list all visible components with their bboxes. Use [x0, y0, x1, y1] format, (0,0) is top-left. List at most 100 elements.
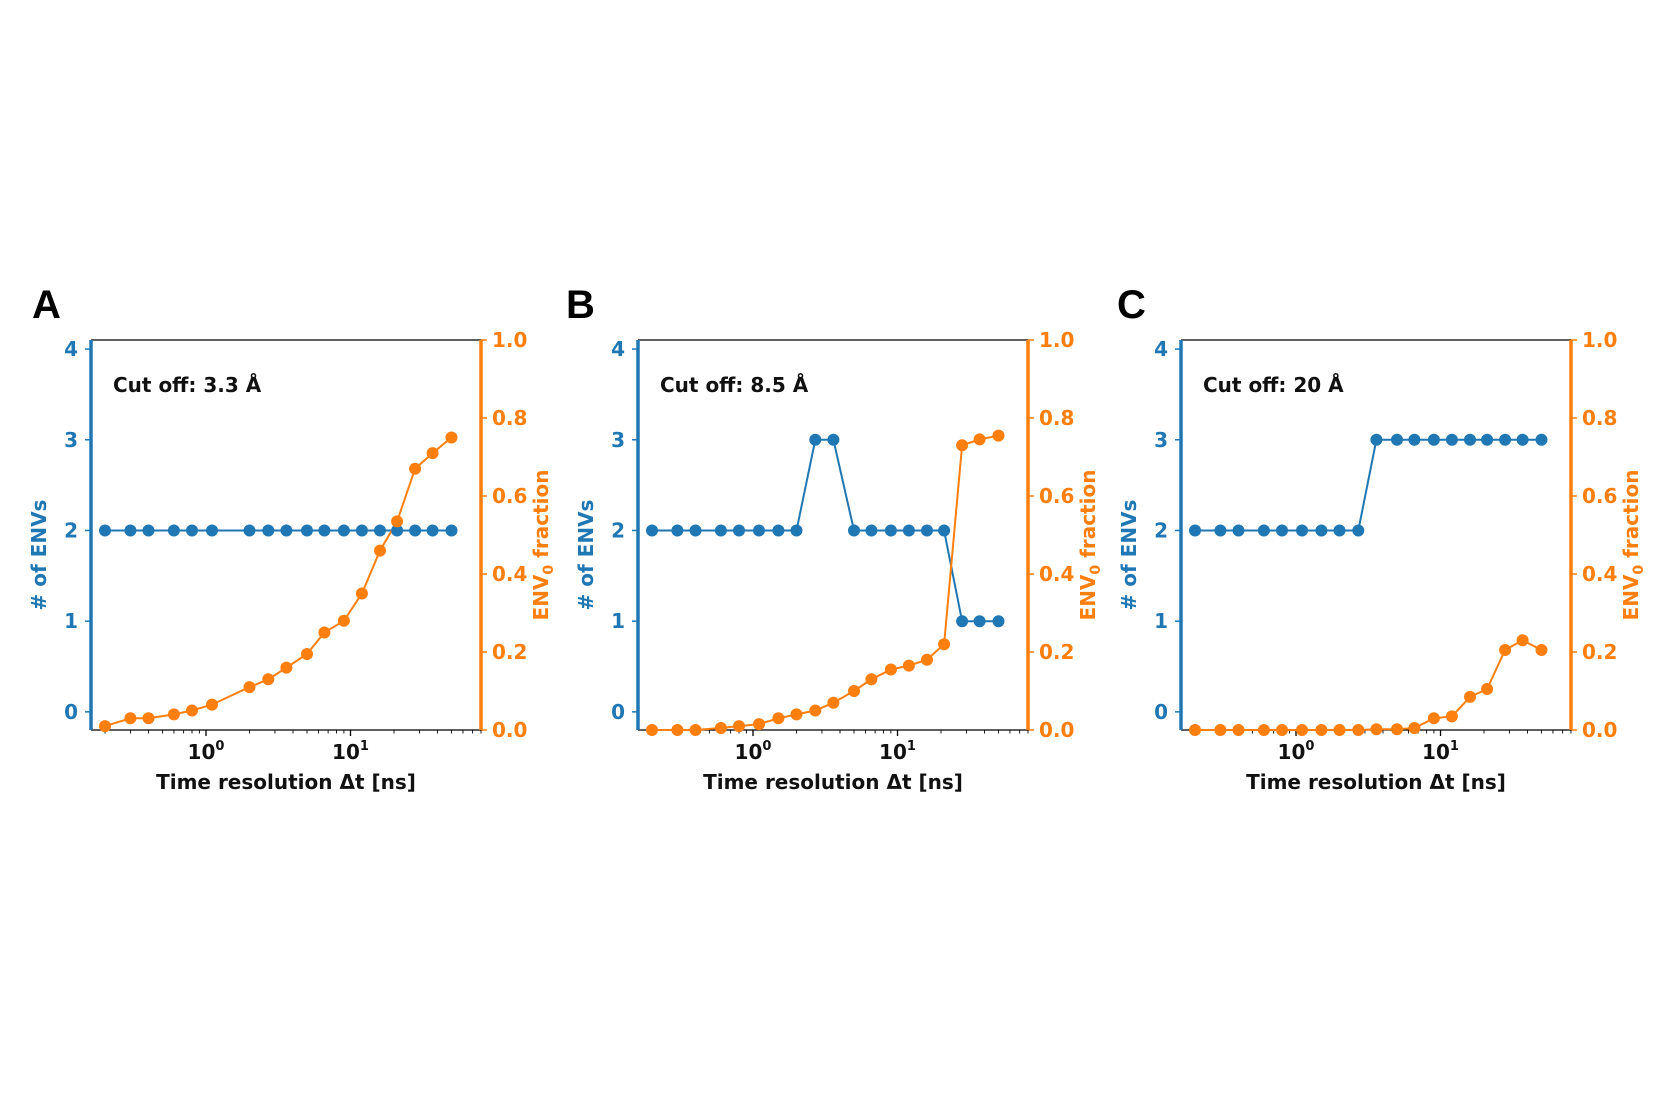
env0-fraction-point	[921, 653, 933, 666]
envs-count-point	[301, 524, 313, 537]
right-y-label-subscript: 0	[1631, 565, 1647, 575]
envs-count-point	[1352, 524, 1365, 537]
x-tick-label: 100	[188, 739, 225, 764]
envs-count-point	[167, 524, 180, 537]
right-tick-label: 0.2	[492, 640, 527, 664]
x-tick-base: 10	[188, 740, 216, 764]
env0-fraction-point	[1352, 724, 1365, 736]
env0-fraction-point	[809, 704, 822, 717]
env0-fraction-point	[671, 724, 684, 736]
env0-fraction-point	[445, 431, 458, 444]
right-y-label-suffix: fraction	[1619, 470, 1643, 565]
env0-fraction-point	[243, 681, 256, 694]
env0-fraction-point	[301, 648, 313, 660]
envs-count-point	[689, 524, 702, 537]
right-tick-label: 0.6	[1039, 484, 1074, 508]
right-y-label-suffix: fraction	[1076, 470, 1100, 565]
right-tick-label: 0.6	[492, 484, 527, 508]
envs-count-point	[1276, 524, 1288, 537]
right-tick-label: 0.6	[1582, 484, 1617, 508]
envs-count-point	[391, 524, 404, 537]
envs-count-point	[318, 524, 331, 537]
env0-fraction-point	[1232, 724, 1245, 736]
right-tick-label: 0.4	[1039, 562, 1074, 586]
env0-fraction-point	[186, 704, 198, 717]
left-y-axis-label: # of ENVs	[1117, 500, 1141, 611]
envs-count-point	[1315, 524, 1328, 537]
envs-count-point	[243, 524, 256, 537]
right-y-label-subscript: 0	[1088, 565, 1104, 575]
env0-fraction-point	[1214, 724, 1227, 736]
envs-count-point	[142, 524, 155, 537]
env0-fraction-point	[355, 587, 368, 600]
right-tick-label: 1.0	[492, 328, 527, 352]
envs-count-point	[1464, 433, 1476, 446]
envs-count-point	[1296, 524, 1308, 537]
cutoff-annotation: Cut off: 8.5 Å	[660, 373, 809, 397]
x-tick-label: 100	[735, 739, 772, 764]
envs-count-point	[671, 524, 684, 537]
envs-count-point	[956, 615, 969, 628]
left-tick-label: 1	[611, 609, 625, 633]
env0-fraction-point	[426, 447, 439, 460]
env0-fraction-point	[1408, 722, 1421, 734]
envs-count-point	[733, 524, 745, 537]
envs-count-point	[1445, 433, 1458, 446]
env0-fraction-point	[1370, 723, 1383, 736]
env0-fraction-point	[262, 673, 275, 686]
envs-count-point	[1232, 524, 1245, 537]
envs-count-point	[772, 524, 785, 537]
env0-fraction-point	[99, 720, 111, 733]
envs-count-point	[973, 615, 986, 628]
left-tick-label: 2	[64, 518, 78, 542]
envs-count-point	[884, 524, 897, 537]
env0-fraction-point	[1516, 634, 1529, 647]
x-tick-base: 10	[1422, 740, 1450, 764]
env0-fraction-point	[1464, 690, 1476, 703]
left-tick-label: 1	[1154, 609, 1168, 633]
right-tick-label: 0.8	[1039, 406, 1074, 430]
envs-count-point	[426, 524, 439, 537]
env0-fraction-point	[1535, 644, 1548, 656]
env0-fraction-point	[124, 712, 137, 725]
env0-fraction-point	[374, 544, 386, 557]
x-axis-label: Time resolution Δt [ns]	[156, 770, 416, 794]
right-y-label-subscript: 0	[541, 565, 557, 575]
left-y-axis-label: # of ENVs	[27, 500, 51, 611]
envs-count-point	[99, 524, 111, 537]
env0-fraction-point	[753, 718, 765, 731]
env0-fraction-point	[992, 429, 1005, 442]
envs-count-point	[1189, 524, 1201, 537]
env0-fraction-point	[167, 708, 180, 721]
x-tick-exponent: 0	[762, 739, 771, 754]
x-tick-exponent: 1	[907, 739, 916, 754]
x-axis-label: Time resolution Δt [ns]	[703, 770, 963, 794]
env0-fraction-point	[280, 661, 293, 674]
env0-fraction-point	[1427, 712, 1440, 725]
envs-count-point	[827, 433, 840, 446]
env0-fraction-point	[1315, 724, 1328, 736]
env0-fraction-point	[142, 712, 155, 725]
right-tick-label: 0.8	[492, 406, 527, 430]
left-tick-label: 0	[1154, 700, 1168, 724]
panel-letter: C	[1117, 283, 1146, 327]
envs-count-point	[1333, 524, 1346, 537]
env0-fraction-point	[1276, 724, 1288, 736]
env0-fraction-point	[827, 696, 840, 709]
left-tick-label: 3	[1154, 428, 1168, 452]
left-tick-label: 2	[611, 518, 625, 542]
env0-fraction-point	[938, 638, 951, 651]
envs-count-point	[409, 524, 422, 537]
envs-count-point	[790, 524, 803, 537]
envs-count-point	[1370, 433, 1383, 446]
envs-count-point	[445, 524, 458, 537]
x-tick-exponent: 0	[1305, 739, 1314, 754]
env0-fraction-point	[409, 462, 422, 475]
right-tick-label: 0.0	[1039, 718, 1074, 742]
left-tick-label: 3	[64, 428, 78, 452]
left-tick-label: 4	[64, 337, 78, 361]
envs-count-point	[992, 615, 1005, 628]
envs-count-point	[186, 524, 198, 537]
